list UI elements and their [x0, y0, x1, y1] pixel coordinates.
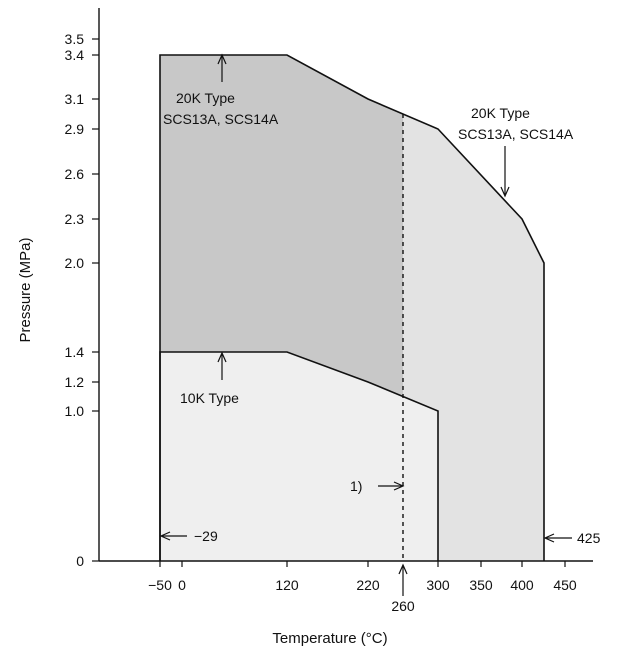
note-1-arrow-head [393, 481, 405, 491]
label-20k-left-line2: SCS13A, SCS14A [163, 111, 279, 127]
ref-temp-arrow-head [398, 563, 408, 575]
y-tick-label: 3.5 [65, 31, 85, 47]
y-tick-label: 3.1 [65, 91, 85, 107]
max-temp-label: 425 [577, 530, 601, 546]
annotation-min-temp: −29 [159, 528, 218, 544]
ref-temp-label: 260 [391, 598, 415, 614]
annotation-note-1: 1) [350, 478, 405, 494]
x-tick-label: 220 [356, 577, 380, 593]
max-temp-arrow-head [543, 533, 555, 543]
label-20k-right-line2: SCS13A, SCS14A [458, 126, 574, 142]
min-temp-label: −29 [194, 528, 218, 544]
y-tick-label: 0 [76, 553, 84, 569]
arrow-20k-right-head [500, 186, 510, 198]
y-tick-label: 2.0 [65, 255, 85, 271]
annotation-max-temp: 425 [543, 530, 601, 546]
label-20k-right-line1: 20K Type [471, 105, 530, 121]
annotation-ref-temp: 260 [391, 563, 415, 614]
x-ticks: −50 0 120 220 300 350 400 450 [148, 561, 577, 593]
y-tick-label: 1.4 [65, 344, 85, 360]
y-ticks: 0 1.0 1.2 1.4 2.0 2.3 2.6 2.9 3.1 3.43.5 [65, 31, 99, 569]
label-20k-left-line1: 20K Type [176, 90, 235, 106]
note-1-label: 1) [350, 478, 362, 494]
annotation-20k-left: 20K Type SCS13A, SCS14A [163, 53, 279, 127]
arrow-10k-head [217, 351, 227, 363]
arrow-20k-left-head [217, 53, 227, 65]
x-tick-label: 120 [275, 577, 299, 593]
x-tick-label: 450 [553, 577, 577, 593]
y-tick-label: 2.9 [65, 121, 85, 137]
y-tick-label: 2.3 [65, 211, 85, 227]
annotation-20k-right: 20K Type SCS13A, SCS14A [458, 105, 574, 198]
x-tick-label: −50 [148, 577, 172, 593]
y-tick-label: 1.0 [65, 403, 85, 419]
x-tick-label: 350 [469, 577, 493, 593]
x-tick-label: 400 [510, 577, 534, 593]
x-tick-label: 300 [426, 577, 450, 593]
label-10k: 10K Type [180, 390, 239, 406]
x-tick-label: 0 [178, 577, 186, 593]
y-tick-label: 1.2 [65, 374, 85, 390]
x-axis-label: Temperature (°C) [272, 630, 387, 647]
boundary-line-10k [159, 351, 439, 561]
y-axis-label: Pressure (MPa) [17, 237, 34, 342]
y-tick-label: 3.4 [65, 47, 85, 63]
region-10k-type [160, 352, 438, 561]
annotation-10k: 10K Type [180, 351, 239, 406]
y-tick-label: 2.6 [65, 166, 85, 182]
min-temp-arrow-head [159, 531, 171, 541]
